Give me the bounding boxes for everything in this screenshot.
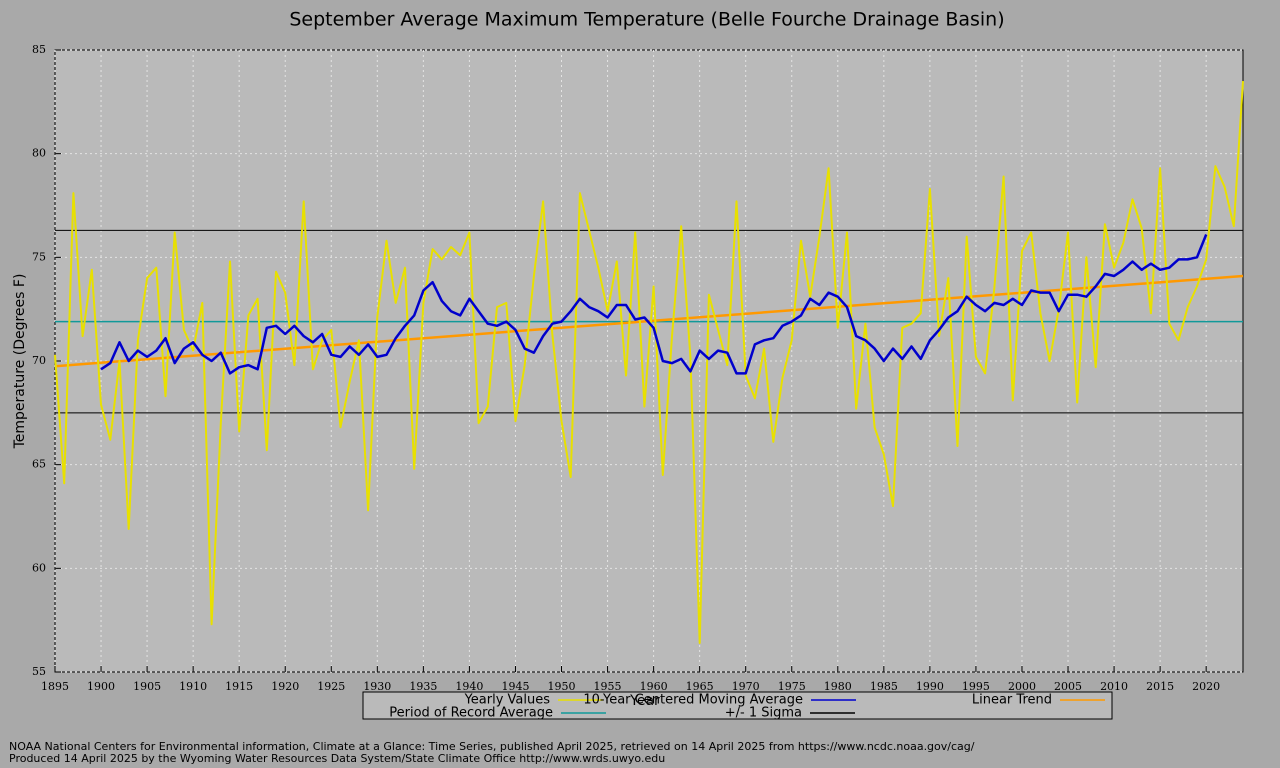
x-tick-label: 2005: [1054, 680, 1082, 693]
x-tick-label: 2000: [1008, 680, 1036, 693]
x-tick-label: 1905: [133, 680, 161, 693]
legend-label: 10-Year Centered Moving Average: [583, 693, 803, 708]
x-tick-label: 1925: [317, 680, 345, 693]
series-line: [100, 234, 1208, 375]
x-tick-label: 2020: [1192, 680, 1220, 693]
x-tick-label: 1950: [548, 680, 576, 693]
x-tick-label: 1980: [824, 680, 852, 693]
y-tick-label: 80: [32, 147, 46, 160]
plot-area: [54, 49, 1244, 673]
x-tick-label: 2015: [1146, 680, 1174, 693]
source-note: NOAA National Centers for Environmental …: [9, 740, 975, 753]
x-tick-label: 1965: [686, 680, 714, 693]
x-tick-label: 1900: [87, 680, 115, 693]
x-tick-label: 1970: [732, 680, 760, 693]
legend: [362, 691, 1113, 720]
x-tick-label: 1935: [409, 680, 437, 693]
y-tick-label: 70: [32, 354, 46, 367]
x-tick-label: 1940: [455, 680, 483, 693]
x-tick-label: 1960: [640, 680, 668, 693]
x-tick-label: 1920: [271, 680, 299, 693]
legend-label: Yearly Values: [464, 693, 551, 708]
y-tick-label: 65: [32, 458, 46, 471]
legend-label: +/- 1 Sigma: [725, 706, 802, 721]
x-tick-label: 1915: [225, 680, 253, 693]
legend-label: Period of Record Average: [389, 706, 553, 721]
y-axis-label: Temperature (Degrees F): [12, 274, 28, 450]
x-axis-label: Year: [629, 693, 660, 709]
x-tick-label: 1945: [501, 680, 529, 693]
x-tick-label: 1995: [962, 680, 990, 693]
source-note: Produced 14 April 2025 by the Wyoming Wa…: [9, 752, 665, 765]
chart-title: September Average Maximum Temperature (B…: [289, 9, 1004, 31]
x-tick-label: 1990: [916, 680, 944, 693]
x-tick-label: 1895: [41, 680, 69, 693]
x-tick-label: 1975: [778, 680, 806, 693]
x-tick-label: 1910: [179, 680, 207, 693]
x-tick-label: 1955: [594, 680, 622, 693]
y-tick-label: 75: [32, 250, 46, 263]
y-tick-label: 60: [32, 561, 46, 574]
x-tick-label: 2010: [1100, 680, 1128, 693]
legend-label: Linear Trend: [972, 693, 1052, 708]
y-tick-label: 55: [32, 665, 46, 678]
x-tick-label: 1930: [363, 680, 391, 693]
x-tick-label: 1985: [870, 680, 898, 693]
y-tick-label: 85: [32, 43, 46, 56]
series-line: [54, 81, 1244, 644]
